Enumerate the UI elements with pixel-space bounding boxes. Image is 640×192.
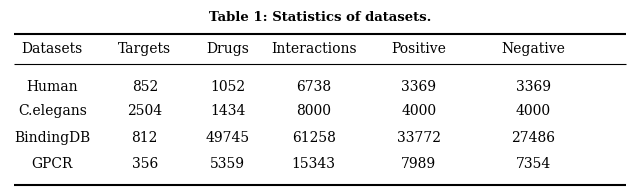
- Text: 1434: 1434: [210, 104, 245, 118]
- Text: Datasets: Datasets: [22, 42, 83, 56]
- Text: 4000: 4000: [401, 104, 436, 118]
- Text: Human: Human: [26, 79, 78, 94]
- Text: 812: 812: [132, 131, 158, 145]
- Text: 61258: 61258: [292, 131, 335, 145]
- Text: 7354: 7354: [516, 157, 551, 171]
- Text: Interactions: Interactions: [271, 42, 356, 56]
- Text: Negative: Negative: [502, 42, 565, 56]
- Text: 356: 356: [132, 157, 158, 171]
- Text: Table 1: Statistics of datasets.: Table 1: Statistics of datasets.: [209, 11, 431, 24]
- Text: 5359: 5359: [210, 157, 245, 171]
- Text: GPCR: GPCR: [31, 157, 73, 171]
- Text: BindingDB: BindingDB: [14, 131, 90, 145]
- Text: Positive: Positive: [391, 42, 446, 56]
- Text: 3369: 3369: [516, 79, 551, 94]
- Text: 27486: 27486: [511, 131, 556, 145]
- Text: Targets: Targets: [118, 42, 172, 56]
- Text: 1052: 1052: [210, 79, 245, 94]
- Text: 852: 852: [132, 79, 158, 94]
- Text: 2504: 2504: [127, 104, 163, 118]
- Text: 6738: 6738: [296, 79, 331, 94]
- Text: 8000: 8000: [296, 104, 331, 118]
- Text: 15343: 15343: [292, 157, 335, 171]
- Text: 49745: 49745: [205, 131, 250, 145]
- Text: C.elegans: C.elegans: [18, 104, 87, 118]
- Text: 33772: 33772: [397, 131, 441, 145]
- Text: Drugs: Drugs: [206, 42, 249, 56]
- Text: 4000: 4000: [516, 104, 551, 118]
- Text: 7989: 7989: [401, 157, 436, 171]
- Text: 3369: 3369: [401, 79, 436, 94]
